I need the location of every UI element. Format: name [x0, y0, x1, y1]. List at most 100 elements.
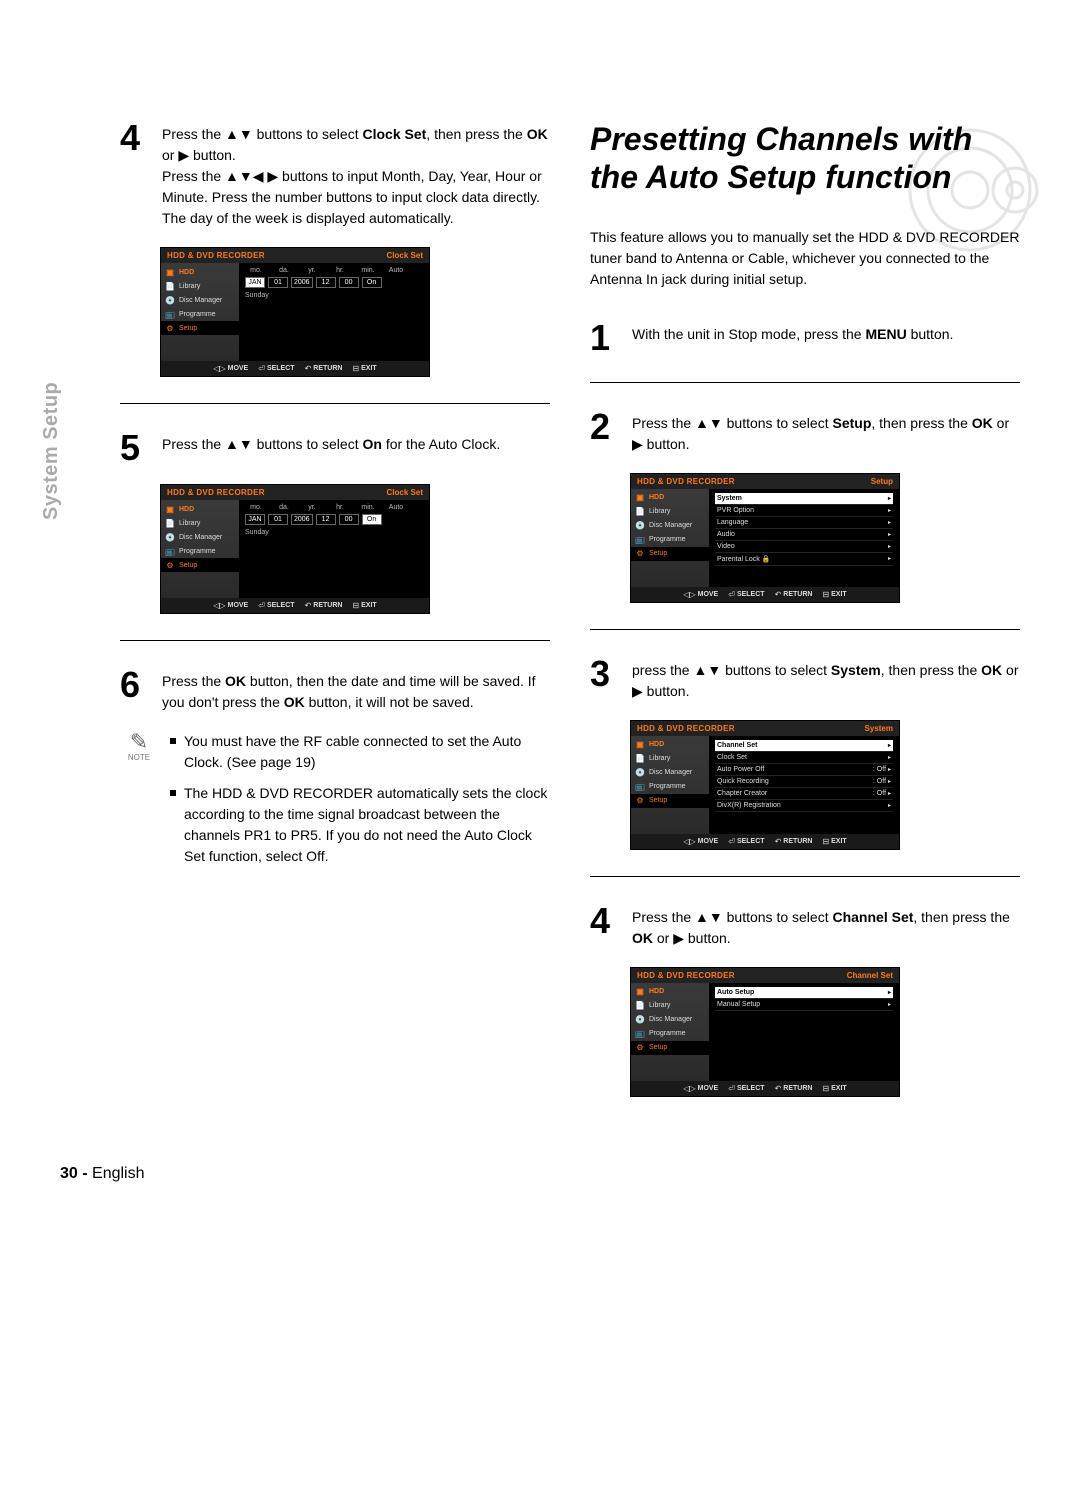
library-icon: 📄	[635, 507, 645, 517]
step-number: 4	[120, 120, 152, 156]
footer-return: RETURN	[783, 838, 812, 845]
note-icon: ✎ NOTE	[120, 731, 158, 877]
chevron-right-icon: ▸	[888, 779, 891, 785]
step-number: 5	[120, 430, 152, 466]
sidebar-library: Library	[649, 508, 670, 515]
row-manual-setup: Manual Setup	[717, 1001, 760, 1008]
move-icon: ◁▷	[213, 364, 225, 373]
sidebar-programme: Programme	[649, 1030, 686, 1037]
row-auto-setup: Auto Setup	[717, 989, 754, 996]
footer-select: SELECT	[737, 1085, 765, 1092]
t: The day of the week is displayed automat…	[162, 210, 454, 226]
footer-exit: EXIT	[831, 591, 847, 598]
footer-select: SELECT	[267, 365, 295, 372]
step-text: Press the ▲▼ buttons to select Channel S…	[632, 903, 1020, 949]
col-mo: mo.	[245, 267, 267, 274]
footer-move: MOVE	[228, 365, 249, 372]
chevron-right-icon: ▸	[888, 767, 891, 773]
row-val: : Off	[873, 778, 886, 785]
osd-system: HDD & DVD RECORDER System ▣HDD 📄Library …	[630, 720, 900, 850]
row-val: : Off	[873, 790, 886, 797]
hdd-icon: ▣	[165, 504, 175, 514]
right-step-3: 3 press the ▲▼ buttons to select System,…	[590, 656, 1020, 702]
divider	[120, 403, 550, 404]
sidebar-setup: Setup	[649, 1044, 667, 1051]
t: for the Auto Clock.	[382, 436, 500, 452]
osd-section-label: Setup	[871, 477, 893, 486]
osd-sidebar: ▣HDD 📄Library 💿Disc Manager 📺Programme ⚙…	[161, 263, 239, 361]
footer-select: SELECT	[737, 838, 765, 845]
row-audio: Audio	[717, 531, 735, 538]
chevron-right-icon: ▸	[888, 507, 891, 514]
sidebar-programme: Programme	[179, 548, 216, 555]
left-step-4: 4 Press the ▲▼ buttons to select Clock S…	[120, 120, 550, 229]
sidebar-programme: Programme	[179, 311, 216, 318]
footer-return: RETURN	[313, 602, 342, 609]
val-da: 01	[268, 277, 288, 288]
osd-sidebar: ▣HDD 📄Library 💿Disc Manager 📺Programme ⚙…	[631, 736, 709, 834]
sidebar-library: Library	[179, 520, 200, 527]
t: button.	[907, 326, 954, 342]
footer-return: RETURN	[783, 591, 812, 598]
disc-icon: 💿	[635, 1015, 645, 1025]
move-icon: ◁▷	[683, 1084, 695, 1093]
t: or ▶ button.	[653, 930, 731, 946]
val-hr: 12	[316, 277, 336, 288]
return-icon: ↶	[775, 590, 782, 599]
sidebar-setup: Setup	[179, 562, 197, 569]
bold-setup: Setup	[832, 415, 871, 431]
col-da: da.	[273, 504, 295, 511]
col-hr: hr.	[329, 267, 351, 274]
col-min: min.	[357, 267, 379, 274]
val-hr: 12	[316, 514, 336, 525]
chevron-right-icon: ▸	[888, 519, 891, 526]
osd-title: HDD & DVD RECORDER	[637, 971, 735, 980]
note-label: NOTE	[120, 753, 158, 762]
chevron-right-icon: ▸	[888, 543, 891, 550]
t: , then press the	[426, 126, 526, 142]
col-yr: yr.	[301, 504, 323, 511]
val-mo: JAN	[245, 514, 265, 525]
disc-icon: 💿	[635, 768, 645, 778]
page-number: 30	[60, 1165, 78, 1182]
val-yr: 2006	[291, 277, 313, 288]
row-divx: DivX(R) Registration	[717, 802, 781, 809]
sidebar-hdd: HDD	[179, 506, 194, 513]
setup-icon: ⚙	[165, 323, 175, 333]
exit-icon: ⊟	[822, 837, 829, 846]
row-pvr: PVR Option	[717, 507, 754, 514]
library-icon: 📄	[165, 518, 175, 528]
sidebar-setup: Setup	[649, 550, 667, 557]
t: button, it will not be saved.	[305, 694, 474, 710]
title-line: the Auto Setup function	[590, 159, 951, 195]
t: , then press the	[913, 909, 1010, 925]
sidebar-setup: Setup	[179, 325, 197, 332]
return-icon: ↶	[775, 1084, 782, 1093]
bold-ok: OK	[225, 673, 246, 689]
osd-footer: ◁▷MOVE ⏎SELECT ↶RETURN ⊟EXIT	[161, 361, 429, 376]
return-icon: ↶	[305, 364, 312, 373]
bullet-icon	[170, 738, 176, 744]
osd-day: Sunday	[245, 292, 423, 299]
sidebar-hdd: HDD	[649, 741, 664, 748]
right-column: Presetting Channels with the Auto Setup …	[590, 120, 1020, 1105]
step-number: 6	[120, 667, 152, 703]
col-hr: hr.	[329, 504, 351, 511]
setup-icon: ⚙	[635, 796, 645, 806]
t: or ▶ button.	[162, 147, 236, 163]
bold-system: System	[831, 662, 881, 678]
row-language: Language	[717, 519, 748, 526]
step-text: Press the ▲▼ buttons to select Clock Set…	[162, 120, 550, 229]
programme-icon: 📺	[635, 1029, 645, 1039]
sidebar-hdd: HDD	[649, 494, 664, 501]
t: Press the ▲▼ buttons to select	[162, 436, 362, 452]
osd-footer: ◁▷MOVE ⏎SELECT ↶RETURN ⊟EXIT	[631, 1081, 899, 1096]
note-item: The HDD & DVD RECORDER automatically set…	[170, 783, 550, 867]
step-number: 1	[590, 320, 622, 356]
osd-title: HDD & DVD RECORDER	[167, 251, 265, 260]
row-channel-set: Channel Set	[717, 742, 757, 749]
sidebar-programme: Programme	[649, 783, 686, 790]
t: press the ▲▼ buttons to select	[632, 662, 831, 678]
osd-title: HDD & DVD RECORDER	[637, 477, 735, 486]
val-auto: On	[362, 277, 382, 288]
